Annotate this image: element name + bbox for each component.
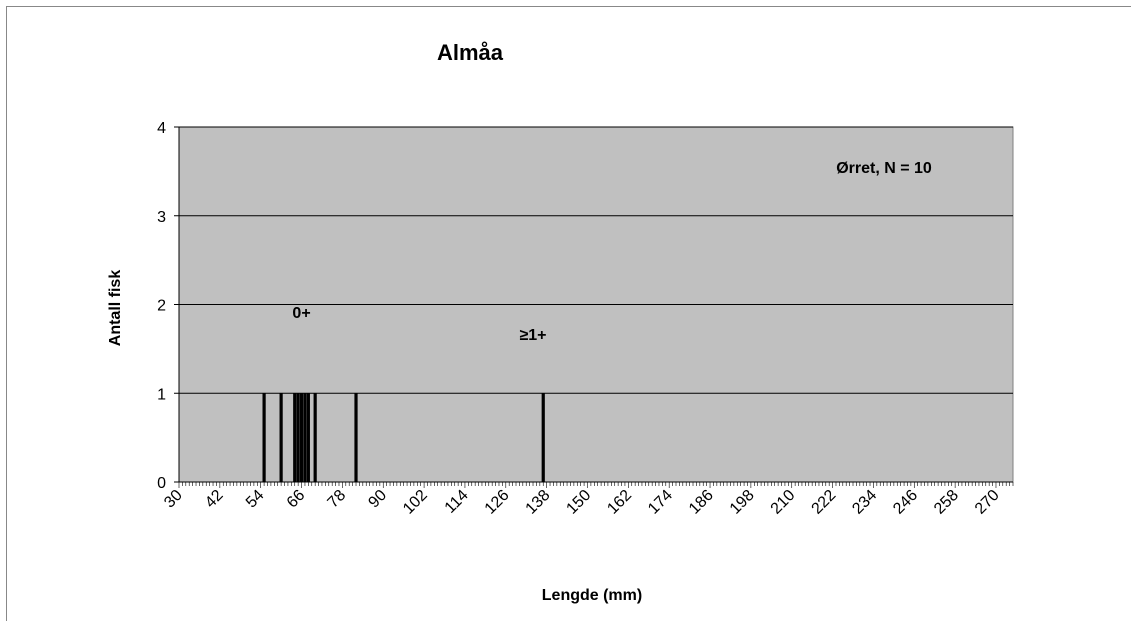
x-tick-label-138: 138 bbox=[523, 487, 554, 518]
x-tick-label-222: 222 bbox=[809, 487, 840, 518]
x-tick-label-246: 246 bbox=[890, 487, 921, 518]
x-tick-label-90: 90 bbox=[365, 487, 390, 512]
bar-7 bbox=[313, 393, 317, 482]
x-tick-label-102: 102 bbox=[400, 487, 431, 518]
bar-0 bbox=[262, 393, 266, 482]
x-tick-label-174: 174 bbox=[645, 487, 676, 518]
axes bbox=[174, 126, 1014, 488]
x-tick-label-42: 42 bbox=[202, 487, 227, 512]
bar-9 bbox=[541, 393, 545, 482]
y-tick-label-0: 0 bbox=[157, 475, 166, 492]
x-tick-label-234: 234 bbox=[849, 487, 880, 518]
bar-8 bbox=[354, 393, 358, 482]
y-tick-labels: 0 1 2 3 4 bbox=[157, 120, 166, 492]
bar-5 bbox=[303, 393, 307, 482]
x-tick-label-210: 210 bbox=[768, 487, 799, 518]
x-tick-label-198: 198 bbox=[727, 487, 758, 518]
x-tick-label-66: 66 bbox=[284, 487, 309, 512]
x-tick-labels: 30 42 54 66 78 90 102 114 126 138 150 162 174 186 198 2… bbox=[161, 487, 1003, 518]
x-tick-label-186: 186 bbox=[686, 487, 717, 518]
y-tick-label-4: 4 bbox=[157, 120, 166, 137]
bar-3 bbox=[296, 393, 300, 482]
y-tick-label-1: 1 bbox=[157, 386, 166, 403]
x-tick-label-150: 150 bbox=[563, 487, 594, 518]
age-label-0: 0+ bbox=[292, 305, 310, 322]
age-labels: 0+ ≥1+ bbox=[292, 305, 546, 344]
y-axis-label: Antall fisk bbox=[107, 270, 124, 347]
bar-2 bbox=[293, 393, 297, 482]
x-tick-label-162: 162 bbox=[604, 487, 635, 518]
x-axis-label: Lengde (mm) bbox=[542, 587, 642, 604]
x-tick-label-270: 270 bbox=[972, 487, 1003, 518]
y-tick-label-2: 2 bbox=[157, 298, 166, 315]
x-tick-label-126: 126 bbox=[482, 487, 513, 518]
bar-4 bbox=[299, 393, 304, 482]
gridlines bbox=[179, 126, 1013, 394]
age-label-1: ≥1+ bbox=[520, 327, 547, 344]
x-tick-label-78: 78 bbox=[325, 487, 350, 512]
bar-6 bbox=[306, 393, 310, 482]
x-tick-label-114: 114 bbox=[442, 487, 472, 517]
x-tick-label-258: 258 bbox=[931, 487, 962, 518]
bar-1 bbox=[279, 393, 283, 482]
x-tick-label-54: 54 bbox=[243, 487, 268, 512]
chart-title: Almåa bbox=[437, 40, 504, 65]
annotation-label: Ørret, N = 10 bbox=[836, 160, 932, 177]
bars bbox=[262, 393, 545, 482]
y-tick-label-3: 3 bbox=[157, 209, 166, 226]
